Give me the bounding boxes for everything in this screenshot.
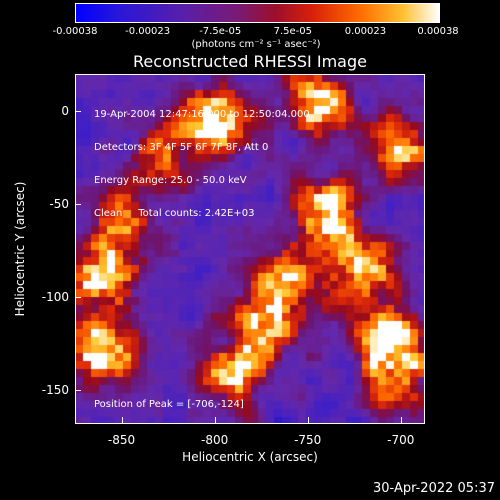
colorbar-tick-label: -0.00038	[52, 26, 98, 37]
colorbar-unit-label: (photons cm⁻² s⁻¹ asec⁻²)	[191, 39, 321, 50]
x-tick-mark	[121, 417, 123, 423]
annotation-detectors: Detectors: 3F 4F 5F 6F 7F 8F, Att 0	[94, 142, 269, 153]
annotation-energy-range: Energy Range: 25.0 - 50.0 keV	[94, 175, 247, 186]
colorbar-tick-label: -0.00023	[125, 26, 171, 37]
annotation-time-range: 19-Apr-2004 12:47:16.000 to 12:50:04.000	[94, 109, 310, 120]
x-tick-label: -850	[107, 433, 136, 447]
colorbar-tick-label: 0.00038	[417, 26, 459, 37]
annotation-peak-position: Position of Peak = [-706,-124]	[94, 399, 244, 410]
y-tick-label: -100	[41, 290, 69, 305]
y-tick-mark	[75, 204, 81, 206]
x-tick-mark	[400, 417, 402, 423]
x-axis-label: Heliocentric X (arcsec)	[182, 450, 318, 464]
y-tick-label: -50	[49, 197, 69, 212]
chart-title: Reconstructed RHESSI Image	[133, 52, 367, 71]
x-tick-mark	[307, 417, 309, 423]
y-tick-mark	[75, 111, 81, 113]
y-tick-label: -150	[41, 383, 69, 398]
x-tick-label: -700	[387, 433, 415, 447]
x-tick-label: -750	[294, 433, 322, 447]
y-tick-mark	[75, 297, 81, 299]
y-tick-label: 0	[61, 104, 69, 119]
y-tick-mark	[75, 390, 81, 392]
colorbar-tick-label: 7.5e-05	[273, 26, 312, 37]
heatmap-image	[76, 75, 424, 423]
plot-area: 19-Apr-2004 12:47:16.000 to 12:50:04.000…	[75, 74, 425, 424]
colorbar	[75, 3, 440, 23]
y-axis-label: Heliocentric Y (arcsec)	[13, 181, 27, 317]
x-tick-label: -800	[201, 433, 229, 447]
colorbar-tick-label: -7.5e-05	[199, 26, 242, 37]
annotation-clean-counts: Clean Total counts: 2.42E+03	[94, 208, 255, 219]
colorbar-tick-label: 0.00023	[344, 26, 387, 37]
x-tick-mark	[214, 417, 216, 423]
plot-timestamp: 30-Apr-2022 05:37	[373, 481, 495, 496]
